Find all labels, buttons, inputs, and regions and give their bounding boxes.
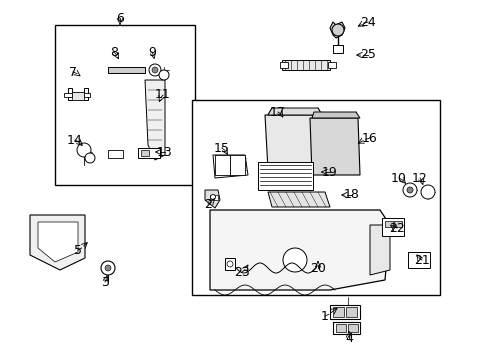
Polygon shape xyxy=(209,210,389,290)
Polygon shape xyxy=(209,195,218,200)
Text: 7: 7 xyxy=(69,66,77,78)
Bar xyxy=(329,305,359,319)
Bar xyxy=(335,324,346,332)
Bar xyxy=(138,148,160,158)
Text: 15: 15 xyxy=(214,141,229,154)
Text: 6: 6 xyxy=(116,12,123,24)
Bar xyxy=(108,150,123,158)
Polygon shape xyxy=(108,67,145,73)
Text: 21: 21 xyxy=(413,253,429,266)
Text: 2: 2 xyxy=(203,198,211,211)
Text: 9: 9 xyxy=(148,45,156,58)
Polygon shape xyxy=(64,93,72,97)
Text: 8: 8 xyxy=(110,45,118,58)
Bar xyxy=(332,322,359,334)
Circle shape xyxy=(149,64,161,76)
Bar xyxy=(229,155,244,175)
Polygon shape xyxy=(213,155,247,178)
Bar xyxy=(258,162,312,190)
Text: 10: 10 xyxy=(390,171,406,184)
Bar xyxy=(141,150,149,156)
Text: 16: 16 xyxy=(362,131,377,144)
Polygon shape xyxy=(38,222,78,262)
Text: 22: 22 xyxy=(388,221,404,234)
Text: 1: 1 xyxy=(321,310,328,323)
Text: 14: 14 xyxy=(67,134,82,147)
Text: 24: 24 xyxy=(359,15,375,28)
Bar xyxy=(332,307,343,317)
Bar xyxy=(346,307,356,317)
Text: 11: 11 xyxy=(155,89,170,102)
Polygon shape xyxy=(407,252,429,268)
Bar xyxy=(381,218,403,236)
Bar xyxy=(192,100,439,295)
Circle shape xyxy=(85,153,95,163)
Text: 19: 19 xyxy=(322,166,337,179)
Circle shape xyxy=(331,24,343,36)
Bar xyxy=(327,62,335,68)
Polygon shape xyxy=(68,88,88,100)
Text: 20: 20 xyxy=(309,261,325,274)
Circle shape xyxy=(210,194,215,199)
Polygon shape xyxy=(30,215,85,270)
Text: 5: 5 xyxy=(74,243,82,256)
Polygon shape xyxy=(72,92,84,100)
Bar xyxy=(215,155,229,175)
Circle shape xyxy=(101,261,115,275)
Text: 4: 4 xyxy=(345,332,352,345)
Circle shape xyxy=(152,67,158,73)
Text: 3: 3 xyxy=(101,275,109,288)
Circle shape xyxy=(283,248,306,272)
Polygon shape xyxy=(309,118,359,175)
Bar xyxy=(224,258,235,270)
Circle shape xyxy=(226,261,232,267)
Text: 25: 25 xyxy=(359,49,375,62)
Bar xyxy=(280,62,287,68)
Circle shape xyxy=(105,265,111,271)
Polygon shape xyxy=(369,225,389,275)
Polygon shape xyxy=(84,93,90,97)
Polygon shape xyxy=(282,60,329,70)
Circle shape xyxy=(159,70,169,80)
Text: 18: 18 xyxy=(344,189,359,202)
Polygon shape xyxy=(145,80,164,160)
Bar xyxy=(55,25,195,185)
Polygon shape xyxy=(204,190,220,208)
Circle shape xyxy=(420,185,434,199)
Circle shape xyxy=(406,187,412,193)
Polygon shape xyxy=(267,108,321,115)
Polygon shape xyxy=(264,115,321,170)
Bar xyxy=(332,45,342,53)
Circle shape xyxy=(77,143,91,157)
Bar xyxy=(347,324,357,332)
Bar xyxy=(384,221,392,227)
Polygon shape xyxy=(311,112,359,118)
Bar xyxy=(393,221,401,227)
Polygon shape xyxy=(329,22,345,38)
Text: 12: 12 xyxy=(411,171,427,184)
Text: 17: 17 xyxy=(269,105,285,118)
Circle shape xyxy=(402,183,416,197)
Text: 13: 13 xyxy=(157,145,173,158)
Text: 23: 23 xyxy=(234,266,249,279)
Polygon shape xyxy=(267,192,329,207)
